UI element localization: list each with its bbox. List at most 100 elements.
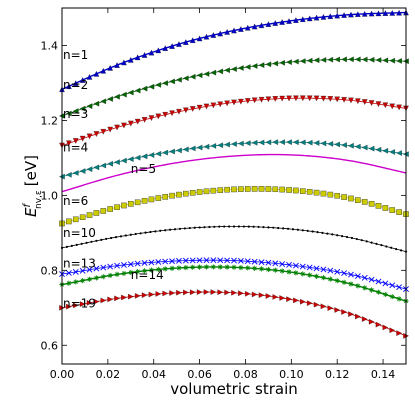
data-point [107, 64, 114, 71]
data-point [320, 266, 327, 273]
data-point [128, 293, 134, 300]
data-point [237, 225, 241, 228]
data-point [127, 261, 134, 268]
data-point [124, 234, 127, 237]
data-point [368, 318, 375, 325]
data-point [121, 122, 127, 129]
data-point [72, 108, 79, 114]
data-point [203, 103, 210, 110]
data-point [355, 197, 361, 203]
data-point [162, 258, 169, 265]
data-point [382, 102, 389, 109]
data-point [72, 80, 79, 86]
data-point [189, 257, 196, 264]
plot-frame [61, 7, 407, 365]
data-point [79, 214, 86, 220]
data-point [361, 144, 368, 151]
data-point [306, 95, 313, 102]
data-point [134, 54, 141, 61]
data-point [348, 271, 354, 278]
data-point [141, 117, 148, 123]
data-point [182, 75, 189, 82]
data-point [341, 194, 347, 200]
data-point [272, 139, 279, 146]
data-point [93, 210, 100, 216]
data-point [321, 231, 324, 234]
data-point [238, 290, 244, 297]
data-point [396, 209, 402, 215]
data-point [169, 265, 175, 271]
data-point [341, 97, 347, 103]
data-point [327, 191, 334, 198]
data-point [162, 266, 168, 272]
data-point [107, 160, 113, 167]
data-point [272, 260, 279, 267]
data-point [188, 226, 191, 230]
data-point [141, 52, 148, 58]
data-point [134, 199, 141, 206]
data-point [224, 186, 230, 193]
data-point [121, 59, 127, 66]
data-point [301, 229, 304, 232]
data-point [361, 274, 368, 281]
data-point [148, 196, 155, 203]
data-point [114, 236, 118, 239]
data-point [141, 260, 148, 266]
data-point [217, 142, 223, 149]
data-point [238, 265, 244, 271]
y-axis-title-sup: f [22, 203, 33, 208]
data-point [65, 245, 69, 248]
data-point [382, 291, 388, 298]
data-point [232, 225, 236, 228]
data-point [313, 140, 320, 146]
data-point [348, 281, 354, 287]
data-point [368, 100, 375, 106]
data-point [105, 237, 108, 241]
data-point [265, 96, 272, 103]
data-point [251, 139, 258, 146]
data-point [296, 228, 299, 231]
data-point [244, 186, 251, 192]
data-point [196, 72, 203, 79]
data-point [257, 225, 260, 229]
data-point [355, 283, 361, 289]
data-point [361, 10, 368, 17]
data-point [217, 264, 223, 270]
data-point [252, 265, 258, 271]
data-point [341, 270, 347, 277]
y-tick-label: 1.2 [41, 114, 59, 127]
data-point [169, 290, 176, 296]
data-point [279, 268, 285, 274]
data-point [93, 275, 99, 281]
data-point [203, 289, 210, 295]
data-point [196, 257, 203, 264]
data-point [293, 270, 299, 276]
data-point [245, 290, 251, 297]
data-point [389, 327, 396, 334]
data-point [224, 100, 230, 107]
data-point [375, 146, 382, 153]
data-point [293, 187, 299, 194]
x-tick-label: 0.12 [325, 368, 350, 381]
data-point [217, 257, 224, 264]
data-point [286, 139, 292, 145]
data-point [311, 230, 314, 233]
data-point [196, 35, 203, 42]
data-point [382, 10, 389, 16]
data-point [148, 267, 155, 273]
data-point [127, 201, 134, 207]
data-point [389, 103, 396, 110]
data-point [148, 49, 155, 56]
data-point [316, 231, 319, 234]
data-point [86, 300, 93, 306]
data-point [164, 229, 167, 232]
data-point [231, 186, 237, 193]
data-point [66, 218, 72, 225]
data-point [176, 108, 182, 115]
data-point [134, 118, 141, 125]
x-tick-label: 0.02 [96, 368, 121, 381]
data-point [107, 263, 114, 270]
data-point [196, 104, 203, 111]
data-point [173, 228, 177, 231]
